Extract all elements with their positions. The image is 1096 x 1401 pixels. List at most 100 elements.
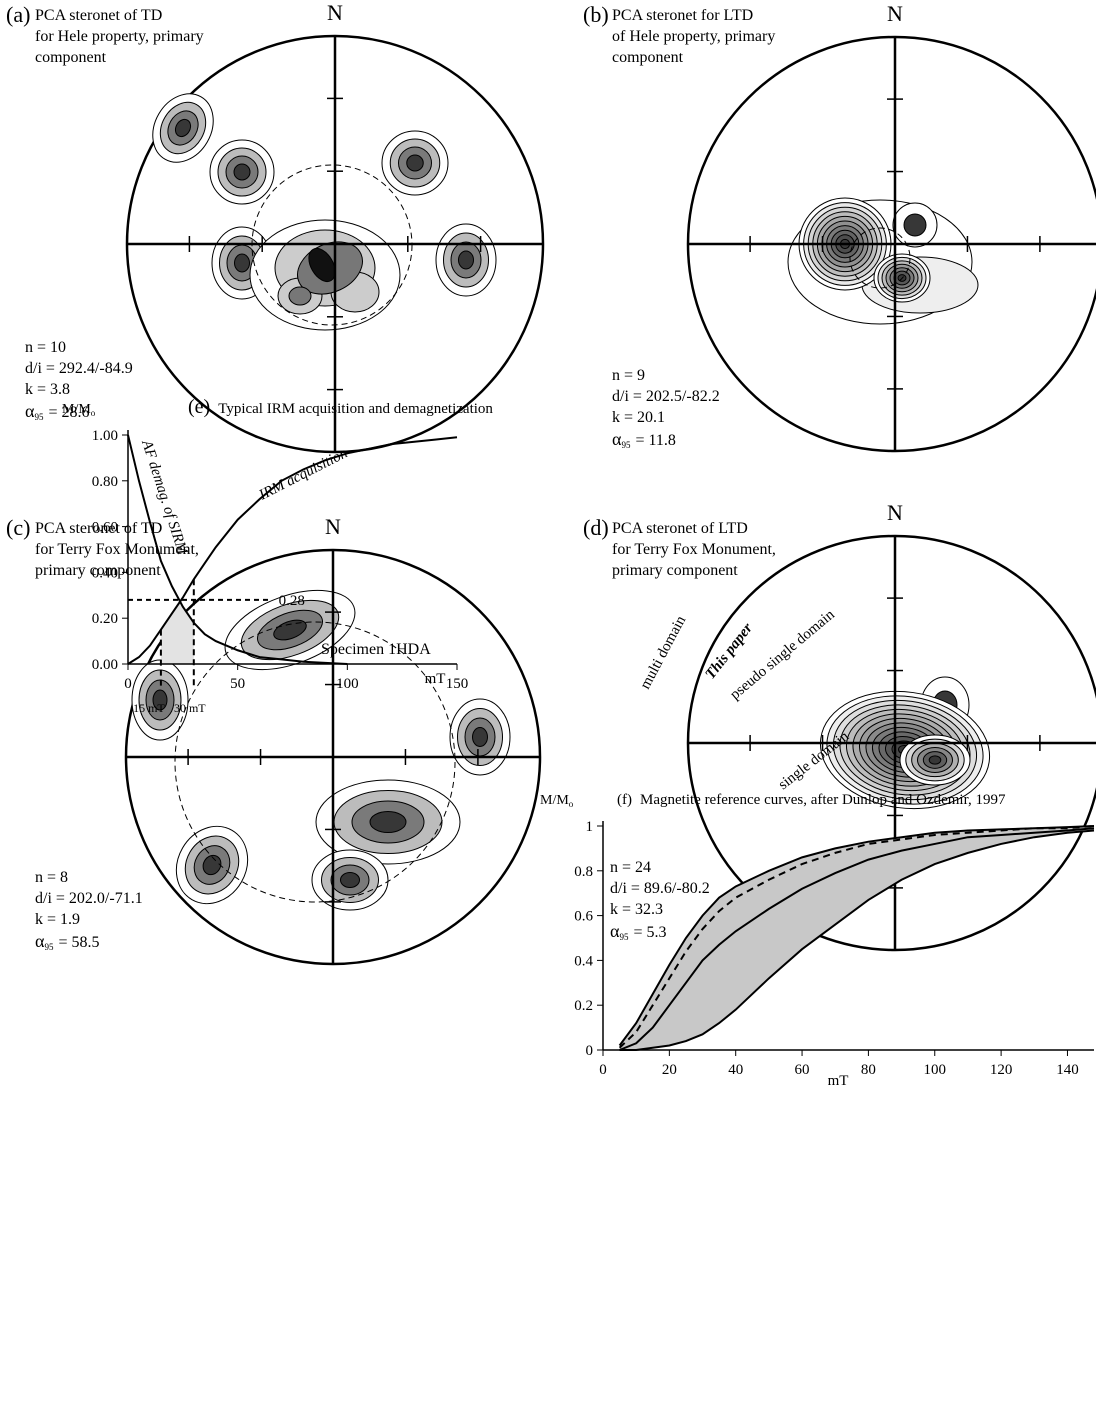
contour [406, 154, 424, 172]
alpha-symbol: α [610, 921, 620, 941]
series-line [618, 825, 1095, 1049]
panel-title: component [35, 49, 107, 66]
x-axis-label: mT [828, 1073, 849, 1089]
x-tick-label: 100 [924, 1062, 947, 1078]
y-tick-label: 1.00 [92, 428, 118, 444]
y-axis-label: M/Mo [62, 402, 96, 418]
stat-line: d/i = 202.0/-71.1 [35, 890, 143, 907]
contour [928, 755, 942, 765]
stat-line: d/i = 202.5/-82.2 [612, 388, 720, 405]
contour [174, 118, 192, 138]
x-tick-label: 100 [336, 676, 359, 692]
contour [152, 689, 168, 711]
panel-label: (e) [188, 396, 210, 418]
y-tick-label: 0.00 [92, 657, 118, 673]
north-label: N [887, 1, 903, 26]
stat-line: α95 = 28.6 [25, 401, 89, 422]
stat-line: k = 3.8 [25, 381, 70, 398]
series-label: AF demag. of SIRM [138, 437, 191, 558]
series-line [619, 827, 1095, 1051]
y-axis-label-main: M/M [62, 402, 91, 417]
panel-label: (f) [617, 792, 632, 808]
panel-label: (d) [583, 515, 609, 540]
contour [234, 253, 250, 273]
x-tick-label: 80 [861, 1062, 876, 1078]
stat-line: d/i = 89.6/-80.2 [610, 880, 710, 897]
contour [288, 286, 312, 306]
x-tick-label: 120 [990, 1062, 1013, 1078]
x-tick-label: 60 [795, 1062, 810, 1078]
y-tick-label: 0.2 [574, 998, 593, 1014]
series-line [127, 434, 348, 665]
stat-line: n = 24 [610, 859, 651, 876]
stat-line: n = 9 [612, 367, 645, 384]
panel-title-text: Typical IRM acquisition and demagnetizat… [218, 401, 493, 417]
alpha-value: = 58.5 [58, 934, 99, 951]
north-label: N [887, 500, 903, 525]
series-label: multi domain [637, 613, 689, 692]
reference-label: 0.28 [279, 593, 305, 609]
x-tick-label: 40 [728, 1062, 743, 1078]
y-axis-label-main: M/M [540, 793, 569, 808]
panel-title: of Hele property, primary [612, 28, 775, 45]
y-tick-label: 0.4 [574, 953, 593, 969]
panel-label: (a) [6, 2, 30, 27]
y-axis-label-sub: o [91, 408, 96, 418]
alpha-value: = 5.3 [633, 924, 666, 941]
alpha-value: = 28.6 [48, 404, 89, 421]
x-tick-label: 20 [662, 1062, 677, 1078]
panel-title: for Hele property, primary [35, 28, 204, 45]
domain-band [619, 826, 1094, 1050]
reference-label: 15 mT [133, 701, 165, 715]
alpha-symbol: α [25, 401, 35, 421]
stat-line: k = 32.3 [610, 901, 663, 918]
contour [458, 250, 474, 270]
panel-title: (f) Magnetite reference curves, after Dun… [617, 792, 1006, 808]
stat-line: α95 = 5.3 [610, 921, 666, 942]
annotation: Specimen 1HDA [321, 641, 431, 658]
stat-line: d/i = 292.4/-84.9 [25, 360, 133, 377]
alpha-symbol: α [612, 429, 622, 449]
panel-title: PCA steronet of LTD [612, 520, 748, 537]
alpha-subscript: 95 [621, 440, 631, 450]
panel-title: PCA steronet for LTD [612, 7, 753, 24]
stat-line: k = 20.1 [612, 409, 665, 426]
contour [273, 619, 307, 641]
x-tick-label: 50 [230, 676, 245, 692]
alpha-value: = 11.8 [635, 432, 675, 449]
contour [340, 872, 360, 888]
alpha-subscript: 95 [619, 932, 629, 942]
reference-label: 30 mT [174, 701, 206, 715]
contour [472, 727, 488, 747]
panel-title: PCA steronet of TD [35, 7, 162, 24]
contour [202, 854, 222, 876]
alpha-subscript: 95 [44, 942, 54, 952]
north-label: N [325, 514, 341, 539]
y-axis-label: M/Mo [540, 793, 574, 809]
y-tick-label: 0.6 [574, 909, 593, 925]
alpha-symbol: α [35, 931, 45, 951]
stat-line: α95 = 11.8 [612, 429, 676, 450]
stat-line: n = 8 [35, 869, 68, 886]
panel-title: component [612, 49, 684, 66]
x-tick-label: 150 [446, 676, 469, 692]
y-tick-label: 1 [586, 819, 594, 835]
y-tick-label: 0.80 [92, 474, 118, 490]
north-label: N [327, 0, 343, 25]
panel-label: (b) [583, 2, 609, 27]
contour [233, 163, 251, 181]
panel-title: (e) Typical IRM acquisition and demagneti… [188, 396, 493, 418]
series-line [619, 829, 1095, 1051]
y-tick-label: 0.20 [92, 611, 118, 627]
panel-title: for Terry Fox Monument, [612, 541, 776, 558]
y-tick-label: 0.8 [574, 864, 593, 880]
contour [308, 247, 336, 283]
panel-title: primary component [612, 562, 738, 579]
stereonet-panel: (d) PCA steronet of LTD for Terry Fox Monu… [583, 500, 1096, 952]
series-line [127, 436, 458, 665]
panel-label: (c) [6, 515, 30, 540]
alpha-subscript: 95 [34, 412, 44, 422]
